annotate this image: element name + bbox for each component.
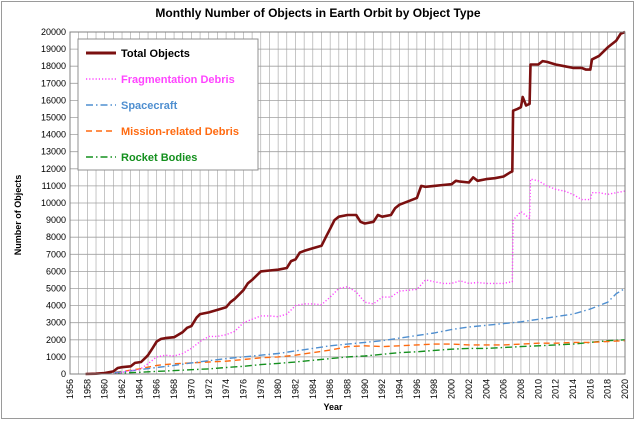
y-tick-label: 4000 <box>46 301 66 311</box>
y-tick-label: 16000 <box>41 95 66 105</box>
series-line-total-objects <box>85 30 626 376</box>
legend-label: Total Objects <box>121 48 190 60</box>
y-tick-label: 9000 <box>46 215 66 225</box>
y-tick-label: 19000 <box>41 44 66 54</box>
legend: Total Objects Fragmentation Debris Spacecr… <box>77 38 259 171</box>
y-tick-label: 17000 <box>41 78 66 88</box>
x-tick-label: 1974 <box>221 379 231 399</box>
legend-label: Mission-related Debris <box>121 126 239 138</box>
x-tick-label: 1978 <box>256 379 266 399</box>
x-tick-label: 1988 <box>343 379 353 399</box>
x-tick-label: 1960 <box>100 379 110 399</box>
x-tick-label: 1996 <box>412 379 422 399</box>
x-tick-label: 2020 <box>620 379 630 399</box>
x-axis-title: Year <box>323 402 343 412</box>
y-tick-label: 18000 <box>41 61 66 71</box>
y-tick-label: 13000 <box>41 147 66 157</box>
x-tick-label: 2000 <box>447 379 457 399</box>
x-tick-label: 2008 <box>516 379 526 399</box>
series-line-mission-related-debris <box>85 340 626 375</box>
x-tick-label: 2012 <box>551 379 561 399</box>
x-tick-label: 1990 <box>360 379 370 399</box>
x-tick-label: 1994 <box>395 379 405 399</box>
y-tick-label: 7000 <box>46 249 66 259</box>
series-line-fragmentation-debris <box>113 178 626 375</box>
y-tick-label: 10000 <box>41 198 66 208</box>
y-tick-labels: 0 1000 2000 3000 4000 5000 6000 7000 8000 9000 100… <box>41 27 66 379</box>
x-tick-label: 2002 <box>464 379 474 399</box>
series-line-spacecraft <box>85 287 626 375</box>
x-tick-label: 2004 <box>481 379 491 399</box>
y-tick-label: 5000 <box>46 284 66 294</box>
x-tick-label: 1982 <box>290 379 300 399</box>
x-tick-label: 1984 <box>308 379 318 399</box>
y-tick-label: 15000 <box>41 113 66 123</box>
y-tick-label: 1000 <box>46 352 66 362</box>
x-tick-label: 2016 <box>585 379 595 399</box>
legend-label: Spacecraft <box>121 100 178 112</box>
x-tick-label: 1962 <box>117 379 127 399</box>
x-tick-label: 1956 <box>65 379 75 399</box>
chart-title: Monthly Number of Objects in Earth Orbit… <box>155 6 481 20</box>
y-tick-label: 14000 <box>41 130 66 140</box>
y-tick-label: 3000 <box>46 318 66 328</box>
y-tick-label: 11000 <box>42 181 66 191</box>
x-tick-label: 1972 <box>204 379 214 399</box>
y-tick-label: 0 <box>61 369 66 379</box>
x-tick-label: 2014 <box>568 379 578 399</box>
series-line-rocket-bodies <box>85 339 626 375</box>
legend-box <box>77 38 259 171</box>
legend-label: Rocket Bodies <box>121 152 197 164</box>
y-tick-label: 20000 <box>41 27 66 37</box>
plot-area-border <box>69 31 626 375</box>
series-lines <box>85 30 626 376</box>
y-tick-label: 2000 <box>46 335 66 345</box>
y-tick-label: 8000 <box>46 232 66 242</box>
x-tick-label: 1980 <box>273 379 283 399</box>
x-tick-label: 2010 <box>533 379 543 399</box>
y-tick-label: 12000 <box>41 164 66 174</box>
x-tick-label: 2006 <box>499 379 509 399</box>
x-tick-label: 1968 <box>169 379 179 399</box>
x-tick-label: 1958 <box>82 379 92 399</box>
x-tick-label: 1992 <box>377 379 387 399</box>
x-tick-label: 1966 <box>152 379 162 399</box>
legend-label: Fragmentation Debris <box>121 74 235 86</box>
x-tick-label: 1970 <box>186 379 196 399</box>
x-tick-labels: 1956 1958 1960 1962 1964 1966 1968 1970 1972 1974… <box>65 379 630 399</box>
x-tick-label: 1976 <box>238 379 248 399</box>
x-tick-label: 2018 <box>603 379 613 399</box>
x-tick-label: 1998 <box>429 379 439 399</box>
x-tick-label: 1964 <box>134 379 144 399</box>
x-tick-label: 1986 <box>325 379 335 399</box>
y-tick-label: 6000 <box>46 266 66 276</box>
